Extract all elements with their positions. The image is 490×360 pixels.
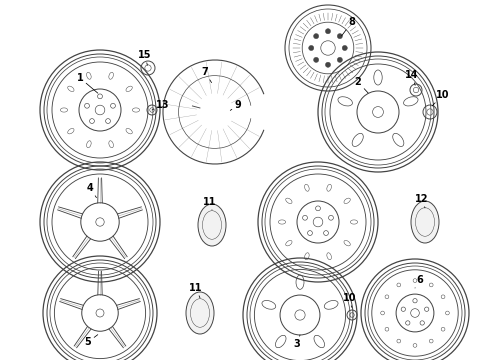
Circle shape xyxy=(337,57,343,62)
Ellipse shape xyxy=(411,201,439,243)
Text: 14: 14 xyxy=(405,70,419,85)
Text: 2: 2 xyxy=(355,77,368,93)
Circle shape xyxy=(337,33,343,39)
Text: 10: 10 xyxy=(343,293,357,307)
Ellipse shape xyxy=(186,292,214,334)
Circle shape xyxy=(314,57,318,62)
Text: 11: 11 xyxy=(203,197,217,210)
Text: 9: 9 xyxy=(230,100,242,111)
Circle shape xyxy=(309,45,314,50)
Ellipse shape xyxy=(198,204,226,246)
Circle shape xyxy=(325,29,331,34)
Circle shape xyxy=(314,33,318,39)
Text: 11: 11 xyxy=(189,283,203,298)
Text: 13: 13 xyxy=(152,100,170,110)
Text: 8: 8 xyxy=(342,17,355,36)
Circle shape xyxy=(342,45,347,50)
Text: 6: 6 xyxy=(415,275,423,288)
Text: 3: 3 xyxy=(294,335,300,349)
Text: 5: 5 xyxy=(85,335,98,347)
Text: 10: 10 xyxy=(432,90,450,106)
Text: 15: 15 xyxy=(138,50,152,65)
Text: 4: 4 xyxy=(87,183,97,198)
Circle shape xyxy=(325,62,331,67)
Text: 12: 12 xyxy=(415,194,429,208)
Text: 1: 1 xyxy=(76,73,98,93)
Text: 7: 7 xyxy=(201,67,212,83)
